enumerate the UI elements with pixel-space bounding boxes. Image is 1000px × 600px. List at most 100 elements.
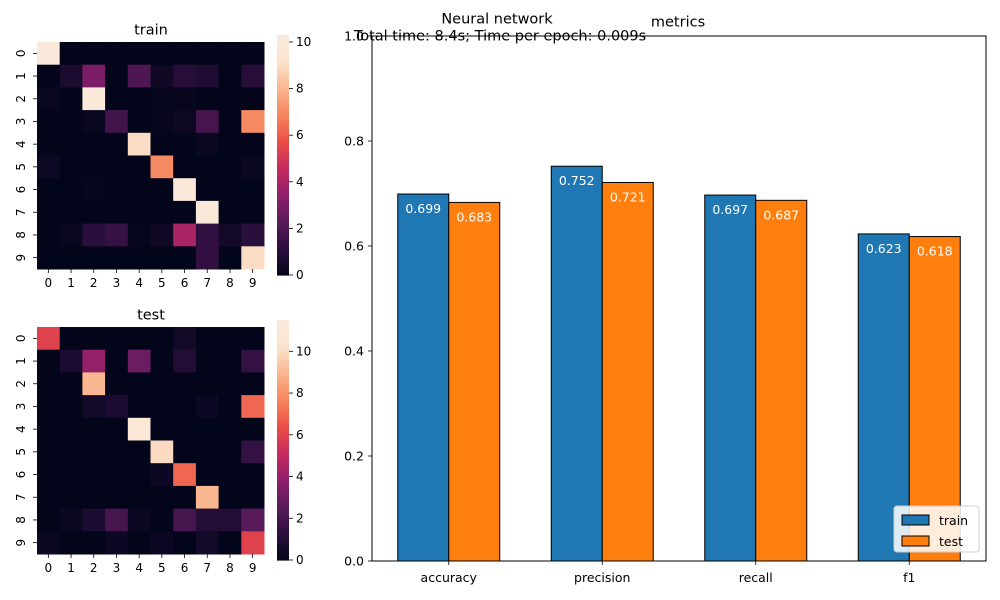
heatmap-cell (127, 531, 151, 555)
y-tick-label: 2 (14, 380, 28, 388)
heatmap-cell (37, 531, 61, 555)
heatmap-cell (37, 417, 61, 441)
heatmap-cell (150, 110, 174, 134)
metrics-chart-title: metrics (651, 15, 705, 31)
heatmap-cell (37, 110, 61, 134)
y-tick-label: 1.0 (344, 29, 364, 44)
legend-label-train: train (939, 513, 968, 528)
heatmap-cell (218, 155, 242, 179)
heatmap-cell (37, 42, 61, 66)
colorbar-segment (277, 103, 289, 108)
heatmap-cell (241, 349, 265, 373)
heatmap-cell (241, 440, 265, 464)
heatmap-cell (82, 531, 106, 555)
heatmap-cell (173, 508, 197, 532)
colorbar-segment (277, 380, 289, 385)
heatmap-cell (127, 42, 151, 66)
y-tick-label: 0.2 (344, 449, 364, 464)
colorbar-segment (277, 504, 289, 509)
heatmap-cell (173, 349, 197, 373)
x-tick-label: accuracy (421, 570, 478, 585)
colorbar-segment (277, 255, 289, 260)
heatmap-cell (105, 200, 129, 225)
bar-value-label: 0.683 (456, 209, 492, 224)
heatmap-cell (173, 155, 197, 179)
heatmap-cell (82, 110, 106, 134)
colorbar-segment (277, 63, 289, 68)
heatmap-cell (241, 64, 265, 88)
colorbar-tick-label: 0 (296, 268, 304, 282)
colorbar-segment (277, 155, 289, 160)
colorbar-segment (277, 364, 289, 369)
colorbar-segment (277, 376, 289, 381)
colorbar-segment (277, 356, 289, 361)
heatmap-cell (195, 417, 220, 441)
y-tick-label: 0.6 (344, 239, 364, 254)
heatmap-cell (241, 372, 265, 396)
heatmap-cell (173, 327, 197, 351)
colorbar-segment (277, 71, 289, 76)
y-tick-label: 9 (14, 539, 28, 547)
y-tick-label: 0.4 (344, 344, 364, 359)
heatmap-cell (150, 178, 174, 202)
heatmap-cell (105, 327, 129, 351)
legend-label-test: test (939, 534, 963, 549)
colorbar-segment (277, 524, 289, 529)
x-tick-label: 5 (158, 561, 166, 575)
heatmap-cell (218, 223, 242, 247)
heatmap-cell (82, 395, 106, 419)
heatmap-cell (82, 42, 106, 66)
heatmap-cell (150, 395, 174, 419)
heatmap-cell (218, 349, 242, 373)
colorbar-tick-label: 2 (296, 511, 304, 525)
heatmap-cell (173, 246, 197, 270)
colorbar-segment (277, 79, 289, 84)
heatmap-cell (173, 132, 197, 156)
test-heatmap-title: test (137, 308, 165, 324)
colorbar-segment (277, 47, 289, 52)
heatmap-cell (241, 463, 265, 487)
heatmap-cell (150, 327, 174, 351)
heatmap-cell (82, 463, 106, 487)
colorbar-segment (277, 544, 289, 549)
colorbar-segment (277, 95, 289, 100)
heatmap-cell (195, 463, 220, 487)
heatmap-cell (195, 531, 220, 555)
heatmap-cell (173, 223, 197, 247)
heatmap-cell (105, 349, 129, 373)
y-tick-label: 6 (14, 186, 28, 194)
colorbar-segment (277, 424, 289, 429)
heatmap-cell (37, 87, 61, 111)
colorbar-segment (277, 340, 289, 345)
heatmap-cell (82, 64, 106, 88)
colorbar-segment (277, 223, 289, 228)
heatmap-cell (150, 87, 174, 111)
colorbar-segment (277, 123, 289, 128)
heatmap-cell (105, 463, 129, 487)
colorbar-segment (277, 384, 289, 389)
y-tick-label: 4 (14, 425, 28, 433)
colorbar-segment (277, 183, 289, 188)
x-tick-label: 2 (90, 276, 98, 290)
heatmap-cell (218, 485, 242, 510)
colorbar-segment (277, 135, 289, 140)
heatmap-cell (218, 395, 242, 419)
heatmap-cell (173, 178, 197, 202)
colorbar-segment (277, 420, 289, 425)
heatmap-cell (37, 463, 61, 487)
colorbar-segment (277, 107, 289, 112)
heatmap-cell (195, 87, 220, 111)
heatmap-cell (195, 110, 220, 134)
x-tick-label: 6 (181, 561, 189, 575)
colorbar-segment (277, 428, 289, 433)
heatmap-cell (105, 372, 129, 396)
x-tick-label: 7 (203, 276, 211, 290)
heatmap-cell (218, 200, 242, 225)
colorbar-segment (277, 480, 289, 485)
heatmap-cell (59, 64, 83, 88)
colorbar-segment (277, 452, 289, 457)
y-tick-label: 0.8 (344, 134, 364, 149)
colorbar-segment (277, 43, 289, 48)
colorbar-segment (277, 151, 289, 156)
